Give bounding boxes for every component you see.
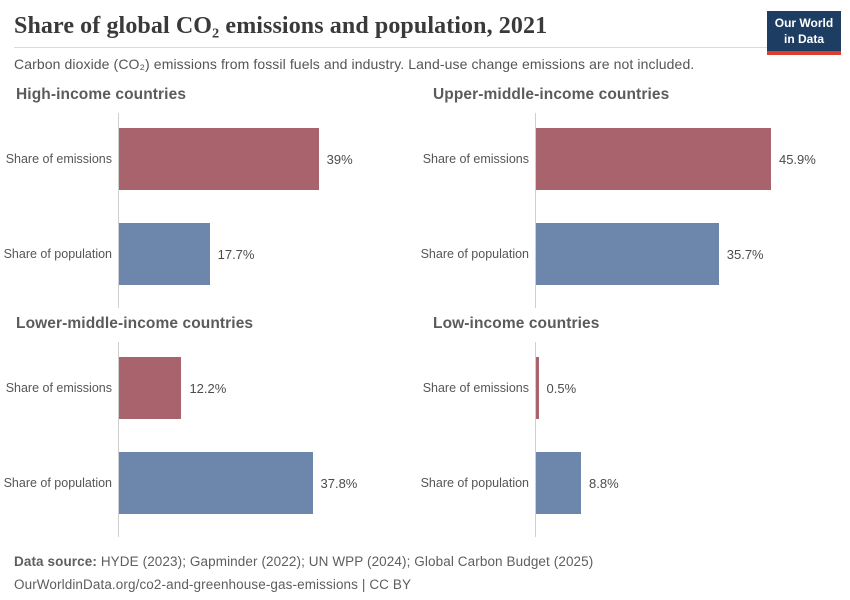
- bar-value: 12.2%: [189, 380, 227, 396]
- y-axis-line: [118, 342, 119, 537]
- population-bar[interactable]: [536, 452, 582, 514]
- datasource-text: HYDE (2023); Gapminder (2022); UN WPP (2…: [96, 554, 594, 569]
- bar-row-population: Share of population 37.8%: [3, 452, 419, 514]
- y-axis-line: [118, 113, 119, 308]
- datasource-line: Data source: HYDE (2023); Gapminder (202…: [14, 550, 836, 573]
- emissions-bar[interactable]: [119, 357, 182, 419]
- population-bar[interactable]: [119, 223, 210, 285]
- bar-label: Share of population: [420, 476, 529, 490]
- bar-value: 0.5%: [546, 380, 577, 396]
- citation-line[interactable]: OurWorldinData.org/co2-and-greenhouse-ga…: [14, 577, 412, 593]
- panel-title: High-income countries: [16, 86, 187, 103]
- panel-low-income-countries: Low-income countries Share of emissions …: [420, 315, 836, 537]
- bar-area: 12.2%: [118, 357, 419, 419]
- emissions-bar[interactable]: [119, 128, 319, 190]
- bar-row-emissions: Share of emissions 45.9%: [422, 128, 836, 190]
- bar-value: 35.7%: [726, 246, 764, 262]
- population-bar[interactable]: [119, 452, 313, 514]
- emissions-bar[interactable]: [536, 128, 771, 190]
- bar-area: 17.7%: [118, 223, 419, 285]
- y-axis-line: [535, 342, 536, 537]
- bar-value: 45.9%: [778, 151, 816, 167]
- panel-chart: Share of emissions 39% Share of populati…: [3, 113, 419, 308]
- panel-lower-middle-income-countries: Lower-middle-income countries Share of e…: [3, 315, 419, 537]
- panel-title: Upper-middle-income countries: [433, 86, 670, 103]
- panel-chart: Share of emissions 0.5% Share of populat…: [420, 342, 836, 537]
- bar-label: Share of emissions: [422, 152, 529, 166]
- panel-high-income-countries: High-income countries Share of emissions…: [3, 86, 419, 308]
- bar-row-emissions: Share of emissions 12.2%: [5, 357, 419, 419]
- bar-label: Share of population: [420, 247, 529, 261]
- bar-row-emissions: Share of emissions 39%: [5, 128, 419, 190]
- bar-label: Share of emissions: [5, 381, 112, 395]
- logo-line-2: in Data: [783, 31, 824, 46]
- bar-value: 8.8%: [589, 475, 619, 491]
- bar-value: 17.7%: [217, 246, 255, 262]
- owid-logo[interactable]: Our World in Data: [767, 11, 841, 56]
- population-bar[interactable]: [536, 223, 719, 285]
- chart-subtitle: Carbon dioxide (CO₂) emissions from foss…: [14, 56, 695, 72]
- bar-label: Share of population: [3, 247, 112, 261]
- bar-row-population: Share of population 35.7%: [420, 223, 836, 285]
- bar-row-emissions: Share of emissions 0.5%: [422, 357, 836, 419]
- bar-area: 39%: [118, 128, 419, 190]
- chart-header: Share of global CO₂ emissions and popula…: [14, 0, 836, 48]
- emissions-bar[interactable]: [536, 357, 539, 419]
- panels-grid: High-income countries Share of emissions…: [3, 86, 836, 537]
- panel-title: Low-income countries: [433, 315, 600, 332]
- bar-row-population: Share of population 8.8%: [420, 452, 836, 514]
- panel-title: Lower-middle-income countries: [16, 315, 254, 332]
- bar-area: 45.9%: [535, 128, 836, 190]
- datasource-label: Data source:: [14, 554, 97, 569]
- bar-area: 35.7%: [535, 223, 836, 285]
- bar-value: 37.8%: [320, 475, 358, 491]
- bar-label: Share of emissions: [422, 381, 529, 395]
- chart-footer: Data source: HYDE (2023); Gapminder (202…: [14, 550, 836, 596]
- bar-value: 39%: [326, 151, 353, 167]
- bar-label: Share of emissions: [5, 152, 112, 166]
- chart-title: Share of global CO₂ emissions and popula…: [14, 13, 548, 39]
- bar-row-population: Share of population 17.7%: [3, 223, 419, 285]
- bar-area: 0.5%: [535, 357, 836, 419]
- panel-chart: Share of emissions 12.2% Share of popula…: [3, 342, 419, 537]
- y-axis-line: [535, 113, 536, 308]
- panel-upper-middle-income-countries: Upper-middle-income countries Share of e…: [420, 86, 836, 308]
- bar-label: Share of population: [3, 476, 112, 490]
- bar-area: 37.8%: [118, 452, 419, 514]
- logo-line-1: Our World: [774, 16, 834, 30]
- panel-chart: Share of emissions 45.9% Share of popula…: [420, 113, 836, 308]
- bar-area: 8.8%: [535, 452, 836, 514]
